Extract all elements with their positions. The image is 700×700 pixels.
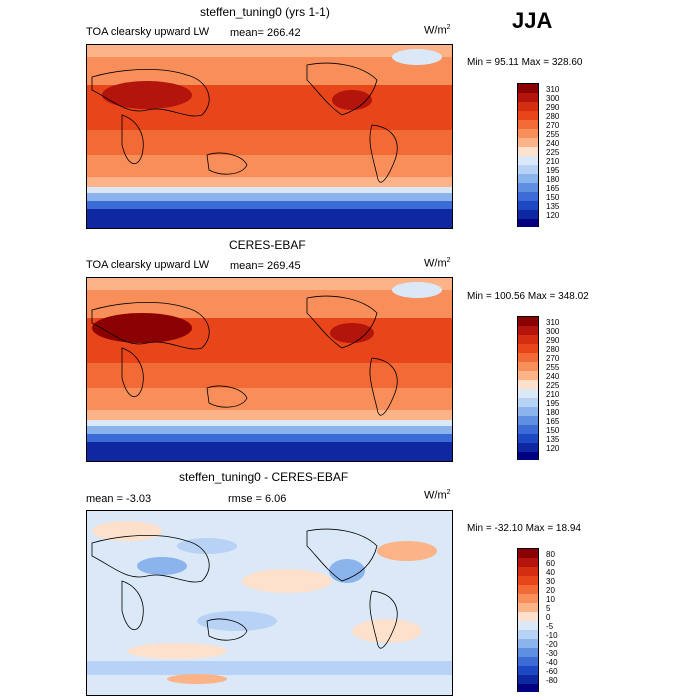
panel-2-colorbar bbox=[517, 316, 539, 460]
colorbar-tick: 225 bbox=[546, 148, 560, 157]
panel-1-colorbar bbox=[517, 83, 539, 227]
colorbar-tick: 180 bbox=[546, 408, 560, 417]
colorbar-tick: 40 bbox=[546, 568, 555, 577]
colorbar-tick: 195 bbox=[546, 166, 560, 175]
panel-1-min-max: Min = 95.11 Max = 328.60 bbox=[467, 57, 583, 68]
panel-2-variable-label: TOA clearsky upward LW bbox=[86, 259, 210, 271]
colorbar-tick: 280 bbox=[546, 112, 560, 121]
colorbar-tick: 60 bbox=[546, 559, 555, 568]
colorbar-tick: -30 bbox=[546, 649, 558, 658]
colorbar-tick: 300 bbox=[546, 94, 560, 103]
panel-3-mean: mean = -3.03 bbox=[86, 493, 152, 505]
colorbar-tick: -20 bbox=[546, 640, 558, 649]
colorbar-tick: 180 bbox=[546, 175, 560, 184]
colorbar-tick: 290 bbox=[546, 336, 560, 345]
panel-3-rmse: rmse = 6.06 bbox=[228, 493, 287, 505]
colorbar-tick: 120 bbox=[546, 444, 560, 453]
colorbar-tick: 240 bbox=[546, 139, 560, 148]
colorbar-tick: -10 bbox=[546, 631, 558, 640]
colorbar-tick: 290 bbox=[546, 103, 560, 112]
colorbar-tick: 240 bbox=[546, 372, 560, 381]
colorbar-tick: 255 bbox=[546, 363, 560, 372]
panel-3-colorbar bbox=[517, 548, 539, 692]
colorbar-tick: 210 bbox=[546, 390, 560, 399]
colorbar-tick: 310 bbox=[546, 85, 560, 94]
colorbar-tick: 150 bbox=[546, 426, 560, 435]
panel-2-mean: mean= 269.45 bbox=[230, 260, 301, 272]
panel-1-variable-label: TOA clearsky upward LW bbox=[86, 26, 210, 38]
colorbar-tick: -5 bbox=[546, 622, 554, 631]
colorbar-tick: 30 bbox=[546, 577, 555, 586]
panel-2-title: CERES-EBAF bbox=[229, 238, 306, 252]
colorbar-tick: -80 bbox=[546, 676, 558, 685]
colorbar-tick: 270 bbox=[546, 354, 560, 363]
panel-3-title: steffen_tuning0 - CERES-EBAF bbox=[179, 470, 349, 484]
colorbar-tick: 135 bbox=[546, 435, 560, 444]
colorbar-tick: 10 bbox=[546, 595, 555, 604]
colorbar-tick: 255 bbox=[546, 130, 560, 139]
colorbar-tick: 135 bbox=[546, 202, 560, 211]
colorbar-tick: 300 bbox=[546, 327, 560, 336]
colorbar-tick: -60 bbox=[546, 667, 558, 676]
colorbar-tick: 80 bbox=[546, 550, 555, 559]
panel-3-min-max: Min = -32.10 Max = 18.94 bbox=[467, 523, 581, 534]
colorbar-tick: 120 bbox=[546, 211, 560, 220]
colorbar-tick: 150 bbox=[546, 193, 560, 202]
colorbar-tick: 280 bbox=[546, 345, 560, 354]
panel-2-map bbox=[86, 277, 453, 462]
colorbar-tick: 0 bbox=[546, 613, 551, 622]
panel-1-map bbox=[86, 44, 453, 229]
colorbar-tick: 270 bbox=[546, 121, 560, 130]
colorbar-tick: 310 bbox=[546, 318, 560, 327]
panel-3-map bbox=[86, 510, 453, 696]
colorbar-tick: 165 bbox=[546, 417, 560, 426]
panel-1-units: W/m2 bbox=[424, 24, 451, 37]
colorbar-tick: 210 bbox=[546, 157, 560, 166]
season-label: JJA bbox=[512, 8, 553, 33]
colorbar-tick: -40 bbox=[546, 658, 558, 667]
colorbar-tick: 165 bbox=[546, 184, 560, 193]
colorbar-tick: 5 bbox=[546, 604, 551, 613]
colorbar-tick: 225 bbox=[546, 381, 560, 390]
panel-3-units: W/m2 bbox=[424, 489, 451, 502]
colorbar-tick: 20 bbox=[546, 586, 555, 595]
panel-1-mean: mean= 266.42 bbox=[230, 27, 301, 39]
panel-2-min-max: Min = 100.56 Max = 348.02 bbox=[467, 291, 589, 302]
panel-2-units: W/m2 bbox=[424, 257, 451, 270]
colorbar-tick: 195 bbox=[546, 399, 560, 408]
panel-1-title: steffen_tuning0 (yrs 1-1) bbox=[200, 5, 330, 19]
